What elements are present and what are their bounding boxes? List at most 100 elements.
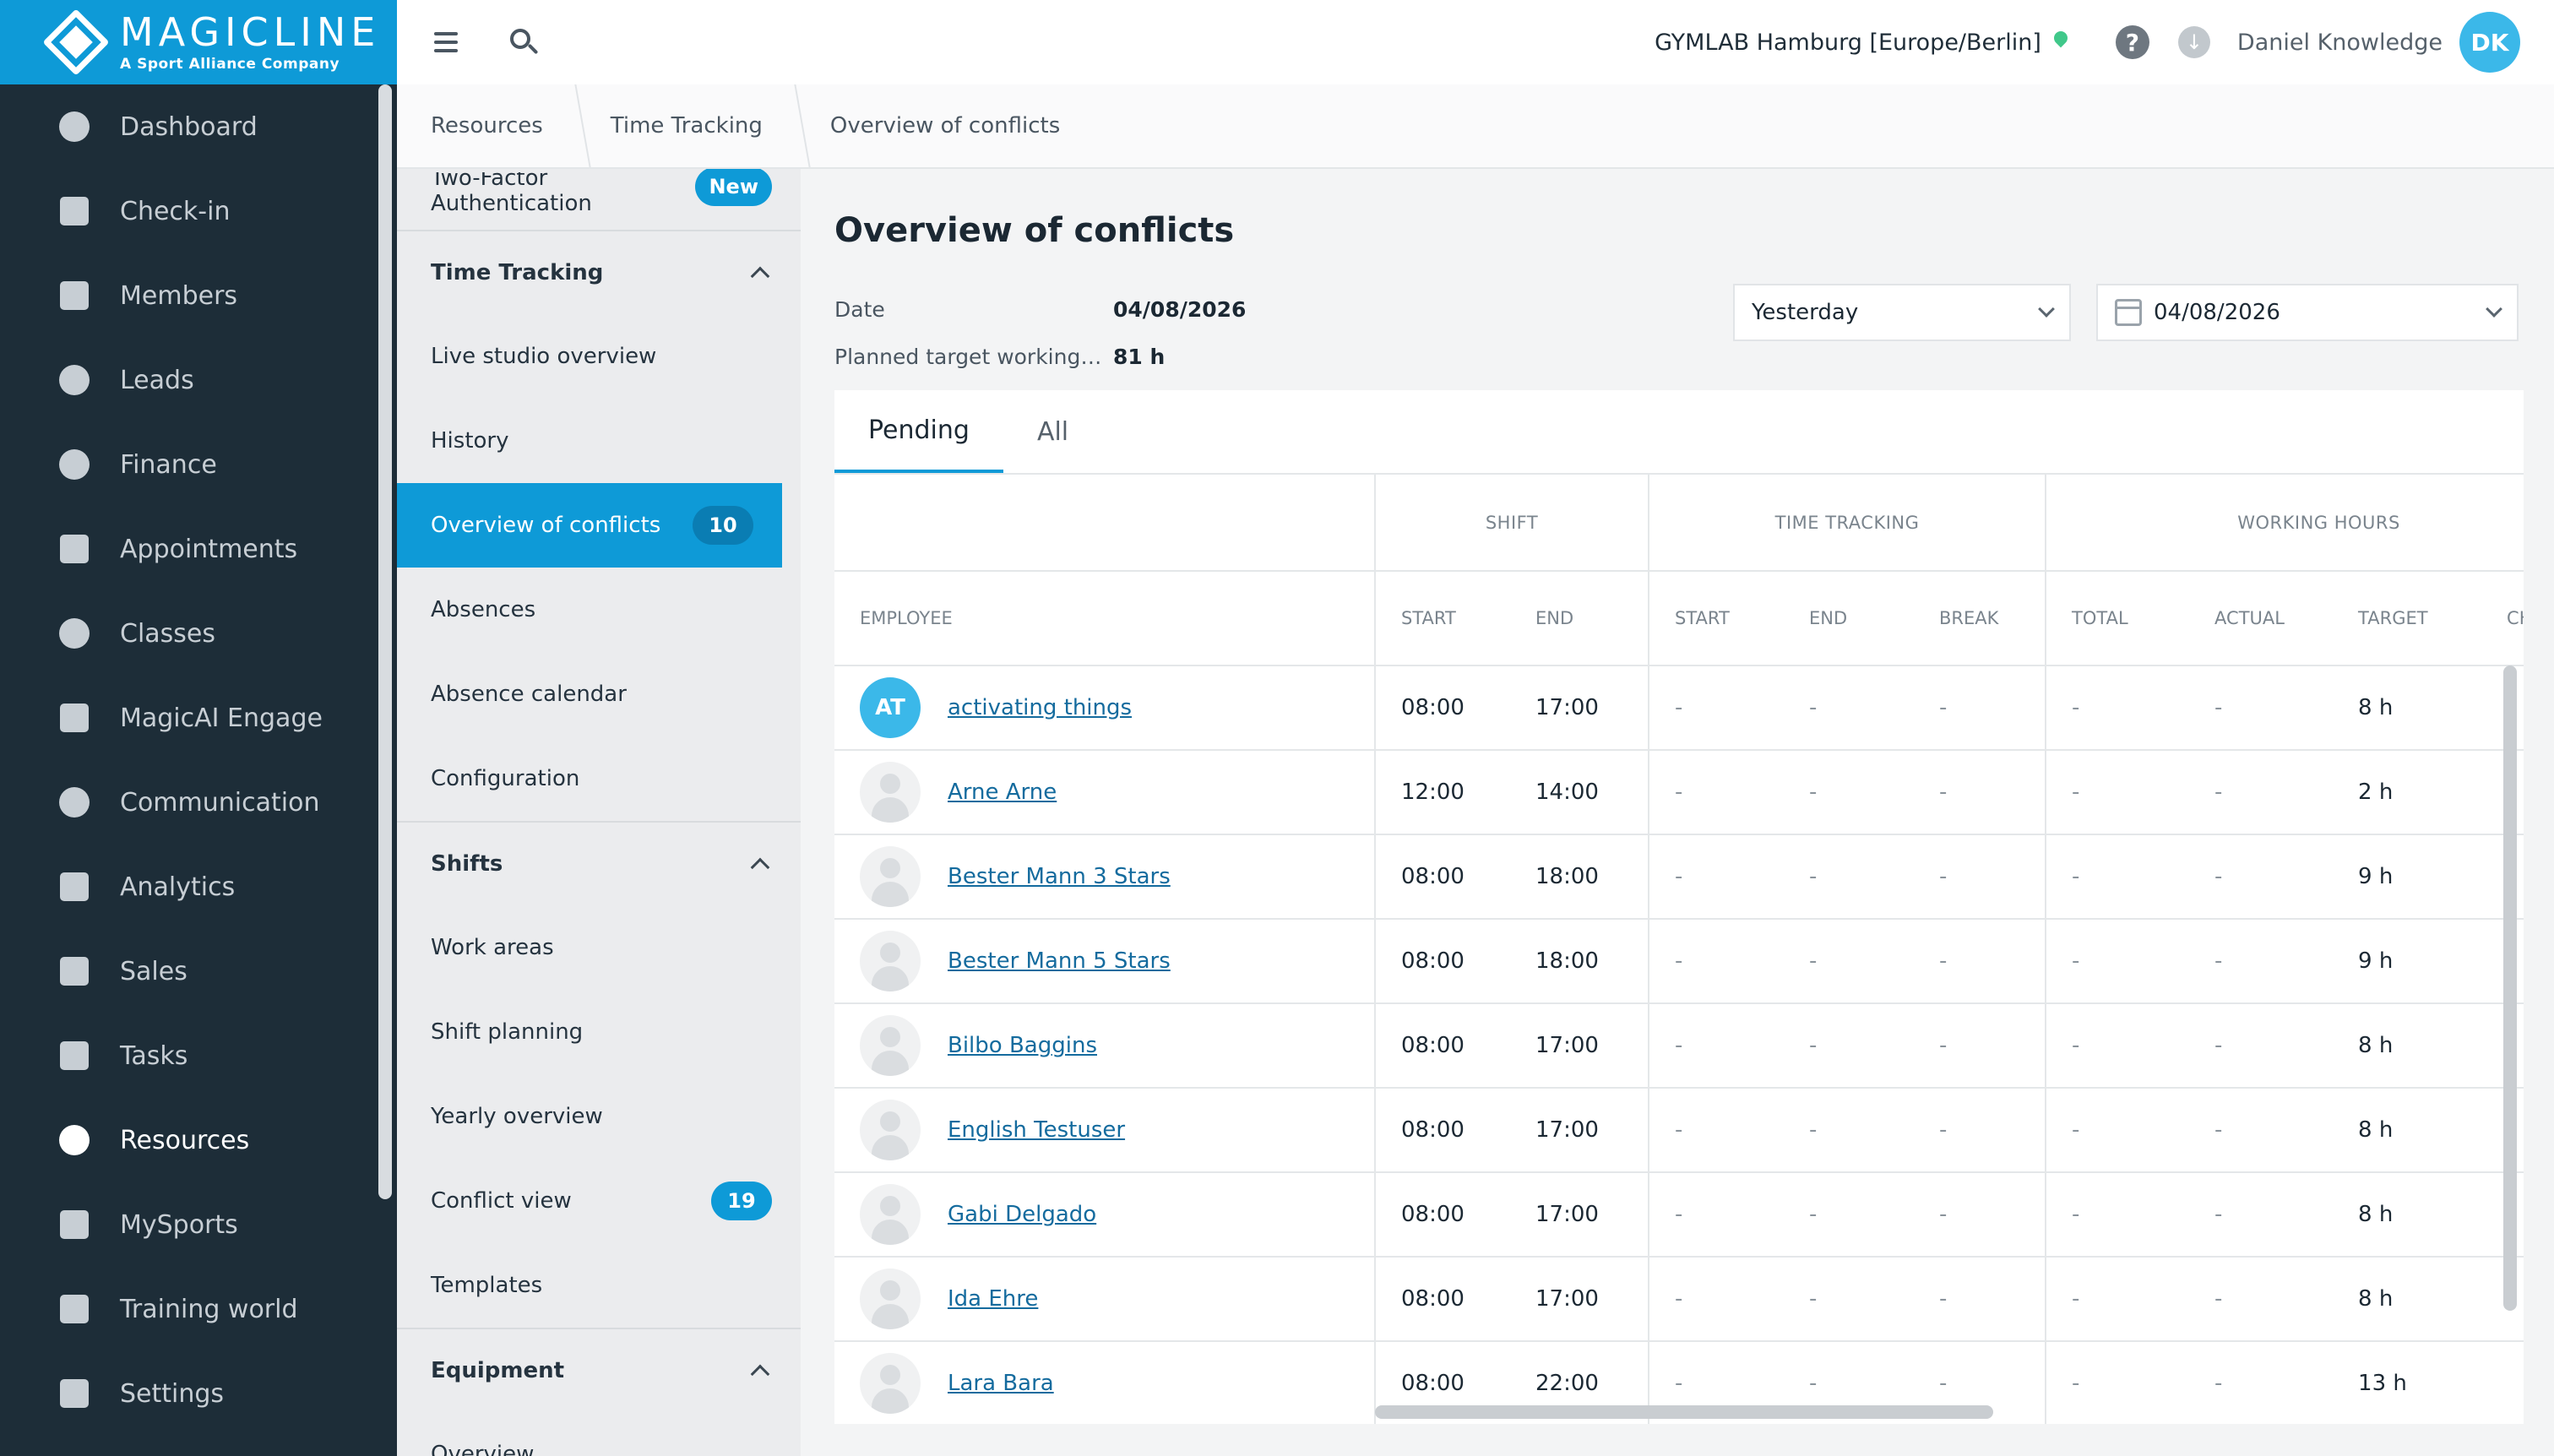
nav-item-appointments[interactable]: Appointments — [0, 507, 397, 591]
nav-item-check-in[interactable]: Check-in — [0, 169, 397, 253]
table-row[interactable]: English Testuser 08:00 17:00 - - - - - 8… — [834, 1088, 2524, 1173]
sliders-icon — [57, 1377, 91, 1410]
cell-employee: Gabi Delgado — [834, 1172, 1376, 1258]
cell-tt-end: - — [1784, 1257, 1915, 1342]
chevron-down-icon — [2486, 301, 2502, 318]
nav-item-sales[interactable]: Sales — [0, 929, 397, 1013]
submenu-shift-planning[interactable]: Shift planning — [397, 990, 801, 1074]
submenu-label: Yearly overview — [431, 1104, 603, 1129]
nav-item-classes[interactable]: Classes — [0, 591, 397, 676]
submenu-label: Work areas — [431, 935, 554, 960]
dashboard-icon — [57, 110, 91, 144]
cell-total: - — [2046, 1257, 2190, 1342]
cell-actual: - — [2189, 1088, 2334, 1173]
date-picker[interactable]: 04/08/2026 — [2096, 284, 2519, 341]
nav-item-members[interactable]: Members — [0, 253, 397, 338]
column-group-row: SHIFT TIME TRACKING WORKING HOURS — [834, 475, 2524, 572]
cell-shift-end: 17:00 — [1510, 1088, 1650, 1173]
cell-actual: - — [2189, 919, 2334, 1004]
table-row[interactable]: AT activating things 08:00 17:00 - - - -… — [834, 666, 2524, 751]
nav-item-tasks[interactable]: Tasks — [0, 1013, 397, 1098]
people-icon — [57, 1123, 91, 1157]
submenu-group-time-tracking[interactable]: Time Tracking — [397, 230, 801, 314]
table-row[interactable]: Bilbo Baggins 08:00 17:00 - - - - - 8 h — [834, 1003, 2524, 1089]
nav-item-resources[interactable]: Resources — [0, 1098, 397, 1182]
employee-link[interactable]: Bilbo Baggins — [948, 1033, 1097, 1058]
menu-icon[interactable] — [434, 32, 458, 52]
employee-link[interactable]: English Testuser — [948, 1117, 1126, 1143]
help-icon[interactable]: ? — [2115, 25, 2149, 59]
submenu-group-label: Time Tracking — [431, 260, 604, 285]
cell-break: - — [1914, 1172, 2047, 1258]
col-ch[interactable]: CH — [2481, 571, 2524, 666]
submenu-live-studio-overview[interactable]: Live studio overview — [397, 314, 801, 399]
submenu-label: Templates — [431, 1273, 543, 1298]
submenu-overview[interactable]: Overview — [397, 1412, 801, 1456]
col-actual[interactable]: ACTUAL — [2189, 571, 2334, 666]
col-shift-start[interactable]: START — [1375, 571, 1510, 666]
table-row[interactable]: Bester Mann 5 Stars 08:00 18:00 - - - - … — [834, 919, 2524, 1004]
calendar-icon — [2115, 299, 2142, 326]
nav-item-dashboard[interactable]: Dashboard — [0, 84, 397, 169]
submenu-configuration[interactable]: Configuration — [397, 736, 801, 821]
table-row[interactable]: Bester Mann 3 Stars 08:00 18:00 - - - - … — [834, 834, 2524, 920]
table-row[interactable]: Ida Ehre 08:00 17:00 - - - - - 8 h — [834, 1257, 2524, 1342]
col-employee[interactable]: EMPLOYEE — [834, 571, 1376, 666]
submenu-templates[interactable]: Templates — [397, 1243, 801, 1328]
nav-item-communication[interactable]: Communication — [0, 760, 397, 845]
chevron-down-icon — [2038, 301, 2055, 318]
employee-link[interactable]: Bester Mann 5 Stars — [948, 948, 1171, 974]
employee-link[interactable]: activating things — [948, 695, 1133, 720]
submenu-yearly-overview[interactable]: Yearly overview — [397, 1074, 801, 1159]
cell-break: - — [1914, 750, 2047, 835]
employee-link[interactable]: Ida Ehre — [948, 1286, 1039, 1312]
period-select[interactable]: Yesterday — [1733, 284, 2071, 341]
col-tt-end[interactable]: END — [1784, 571, 1915, 666]
nav-item-settings[interactable]: Settings — [0, 1351, 397, 1436]
studio-selector[interactable]: GYMLAB Hamburg [Europe/Berlin] — [1655, 29, 2041, 56]
employee-link[interactable]: Bester Mann 3 Stars — [948, 864, 1171, 889]
brand-logo[interactable]: MAGICLINE A Sport Alliance Company — [0, 0, 397, 84]
nav-item-finance[interactable]: Finance — [0, 422, 397, 507]
submenu-conflict-view[interactable]: Conflict view 19 — [397, 1159, 801, 1243]
nav-item-training-world[interactable]: Training world — [0, 1267, 397, 1351]
cell-break: - — [1914, 1003, 2047, 1089]
submenu-work-areas[interactable]: Work areas — [397, 905, 801, 990]
submenu-history[interactable]: History — [397, 399, 801, 483]
col-total[interactable]: TOTAL — [2046, 571, 2190, 666]
sidebar-scrollbar[interactable] — [378, 84, 392, 1199]
cell-actual: - — [2189, 834, 2334, 920]
col-target[interactable]: TARGET — [2333, 571, 2482, 666]
submenu-group-shifts[interactable]: Shifts — [397, 821, 801, 905]
nav-label: Tasks — [120, 1040, 188, 1071]
user-avatar[interactable]: DK — [2459, 12, 2520, 73]
table-row[interactable]: Gabi Delgado 08:00 17:00 - - - - - 8 h — [834, 1172, 2524, 1258]
nav-item-leads[interactable]: Leads — [0, 338, 397, 422]
employee-link[interactable]: Arne Arne — [948, 780, 1057, 805]
table-row[interactable]: Arne Arne 12:00 14:00 - - - - - 2 h — [834, 750, 2524, 835]
tab-pending[interactable]: Pending — [834, 390, 1003, 473]
submenu-absence-calendar[interactable]: Absence calendar — [397, 652, 801, 736]
breadcrumb-resources[interactable]: Resources — [397, 84, 577, 167]
table-horizontal-scrollbar[interactable] — [1375, 1405, 1993, 1419]
search-icon[interactable] — [507, 25, 541, 59]
col-shift-end[interactable]: END — [1510, 571, 1650, 666]
submenu-two-factor[interactable]: Two-Factor Authentication New — [397, 169, 801, 230]
nav-label: Resources — [120, 1125, 250, 1155]
submenu-group-equipment[interactable]: Equipment — [397, 1328, 801, 1412]
employee-link[interactable]: Gabi Delgado — [948, 1202, 1097, 1227]
user-name[interactable]: Daniel Knowledge — [2236, 29, 2443, 56]
submenu-absences[interactable]: Absences — [397, 568, 801, 652]
nav-item-magicai-engage[interactable]: MagicAI Engage — [0, 676, 397, 760]
nav-item-mysports[interactable]: MySports — [0, 1182, 397, 1267]
breadcrumb-time-tracking[interactable]: Time Tracking — [577, 84, 796, 167]
download-icon[interactable]: ↓ — [2177, 26, 2210, 58]
nav-item-analytics[interactable]: Analytics — [0, 845, 397, 929]
submenu-overview-of-conflicts[interactable]: Overview of conflicts 10 — [397, 483, 782, 568]
col-tt-start[interactable]: START — [1649, 571, 1785, 666]
employee-link[interactable]: Lara Bara — [948, 1371, 1054, 1396]
col-break[interactable]: BREAK — [1914, 571, 2047, 666]
table-vertical-scrollbar[interactable] — [2503, 666, 2517, 1311]
cell-target: 9 h — [2333, 834, 2482, 920]
tab-all[interactable]: All — [1036, 416, 1069, 447]
